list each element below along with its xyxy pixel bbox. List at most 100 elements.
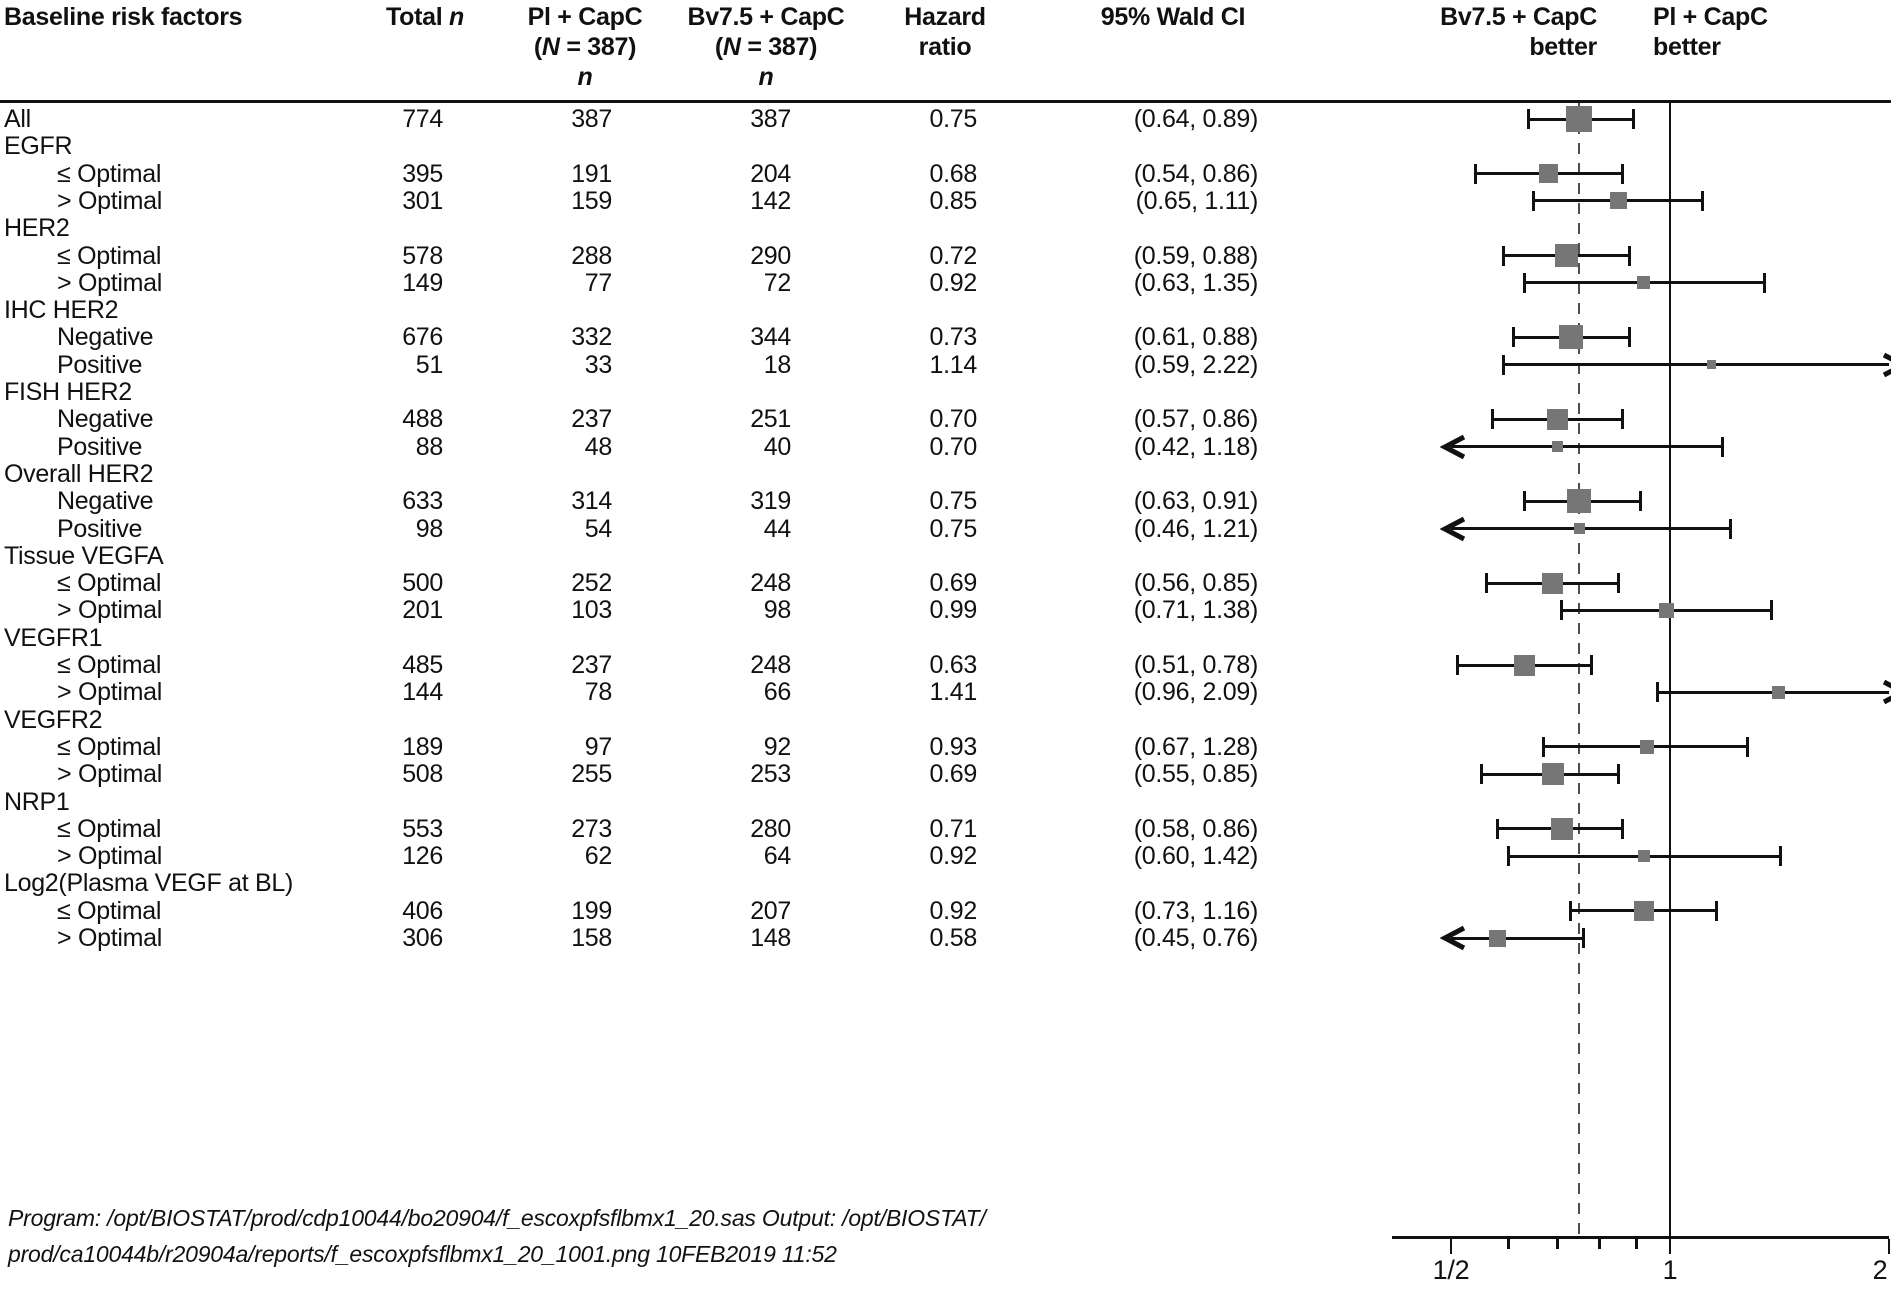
cell-bv-n: 98: [763, 596, 792, 625]
cell-pl-n: 78: [584, 678, 613, 707]
paren: (: [714, 33, 723, 61]
hazard-ratio-marker: [1538, 164, 1558, 184]
column-header-bv-capc: Bv7.5 + CapC: [687, 3, 845, 31]
column-header-pl-capc-n387: (N = 387): [485, 32, 685, 62]
plot-header-pl-better-line1: Pl + CapC: [1653, 3, 1768, 31]
cell-pl-n: 62: [584, 842, 613, 871]
errorbar-cap-left: [1527, 109, 1531, 129]
hazard-ratio-marker: [1550, 817, 1573, 840]
errorbar-cap-left: [1569, 900, 1573, 921]
axis-minor-tick: [1507, 1239, 1510, 1249]
cell-bv-n: 248: [750, 569, 791, 598]
row-label: ≤ Optimal: [57, 896, 162, 925]
cell-pl-n: 288: [571, 241, 612, 270]
cell-total-n: 189: [402, 732, 443, 761]
errorbar-cap-right: [1746, 736, 1750, 757]
cell-hazard-ratio: 1.41: [929, 678, 978, 707]
cell-total-n: 774: [402, 105, 443, 133]
hazard-ratio-marker: [1542, 572, 1564, 594]
errorbar-cap-left: [1541, 736, 1545, 757]
errorbar-cap-right: [1581, 928, 1585, 948]
axis-major-tick: [1449, 1239, 1453, 1254]
column-subheader-bv-n: n: [758, 63, 774, 91]
errorbar-cap-left: [1455, 655, 1459, 675]
plot-header-pl-better-line2: better: [1653, 33, 1721, 61]
errorbar-cap-right: [1620, 163, 1624, 184]
cell-hazard-ratio: 0.68: [929, 159, 978, 188]
cell-pl-n: 332: [571, 323, 612, 352]
row-group-label: HER2: [4, 214, 70, 243]
row-group-label: Tissue VEGFA: [4, 541, 164, 570]
row-label: ≤ Optimal: [57, 241, 162, 270]
hazard-ratio-marker: [1640, 739, 1655, 754]
cell-pl-n: 77: [584, 268, 613, 297]
axis-tick-label: 1/2: [1432, 1255, 1470, 1285]
hazard-ratio-marker: [1489, 929, 1507, 947]
cell-hazard-ratio: 0.70: [929, 405, 978, 434]
row-label: Positive: [57, 432, 143, 461]
row-label: ≤ Optimal: [57, 814, 162, 843]
cell-wald-ci: (0.56, 0.85): [1133, 569, 1259, 598]
cell-bv-n: 248: [750, 651, 791, 679]
reference-line-dashed: [1577, 103, 1581, 1237]
cell-hazard-ratio: 0.75: [929, 487, 978, 516]
hazard-ratio-marker: [1633, 900, 1654, 921]
cell-hazard-ratio: 0.85: [929, 186, 978, 215]
cell-wald-ci: (0.63, 1.35): [1133, 268, 1259, 297]
header-rule: [0, 100, 1891, 103]
cell-wald-ci: (0.45, 0.76): [1133, 924, 1259, 952]
errorbar-cap-left: [1490, 409, 1494, 430]
cell-hazard-ratio: 0.75: [929, 105, 978, 133]
cell-bv-n: 40: [763, 432, 792, 461]
hazard-ratio-marker: [1610, 192, 1628, 210]
row-label: ≤ Optimal: [57, 569, 162, 598]
axis-minor-tick: [1635, 1239, 1638, 1249]
row-label: > Optimal: [57, 678, 162, 707]
cell-hazard-ratio: 0.75: [929, 514, 978, 543]
errorbar-cap-left: [1496, 818, 1500, 839]
cell-hazard-ratio: 0.69: [929, 760, 978, 789]
hazard-ratio-marker: [1573, 523, 1585, 534]
errorbar-cap-right: [1620, 409, 1624, 430]
row-label: All: [4, 105, 31, 133]
axis-tick-label: 1: [1662, 1255, 1678, 1285]
row-label: ≤ Optimal: [57, 732, 162, 761]
hazard-ratio-marker: [1554, 244, 1578, 267]
cell-wald-ci: (0.55, 0.85): [1133, 760, 1259, 789]
n-italic: N: [541, 33, 560, 61]
cell-pl-n: 103: [571, 596, 612, 625]
errorbar-cap-left: [1473, 163, 1477, 184]
cell-wald-ci: (0.54, 0.86): [1133, 159, 1259, 188]
hazard-ratio-marker: [1637, 850, 1650, 863]
cell-total-n: 676: [402, 323, 443, 352]
errorbar-cap-left: [1485, 573, 1489, 594]
cell-total-n: 395: [402, 159, 443, 188]
cell-pl-n: 159: [571, 186, 612, 215]
cell-wald-ci: (0.60, 1.42): [1133, 842, 1259, 871]
cell-bv-n: 148: [750, 924, 791, 952]
cell-wald-ci: (0.71, 1.38): [1133, 596, 1259, 625]
cell-total-n: 578: [402, 241, 443, 270]
cell-wald-ci: (0.42, 1.18): [1133, 432, 1259, 461]
hazard-ratio-marker: [1558, 325, 1583, 350]
hazard-ratio-marker: [1659, 602, 1675, 618]
cell-bv-n: 66: [763, 678, 792, 707]
cell-wald-ci: (0.73, 1.16): [1133, 896, 1259, 925]
cell-total-n: 508: [402, 760, 443, 789]
axis-minor-tick: [1598, 1239, 1601, 1249]
cell-total-n: 485: [402, 651, 443, 679]
errorbar-line: [1451, 445, 1723, 449]
cell-bv-n: 207: [750, 896, 791, 925]
cell-bv-n: 18: [763, 350, 792, 379]
column-header-hazard: Hazard: [904, 3, 986, 31]
row-group-label: NRP1: [4, 787, 70, 816]
cell-total-n: 126: [402, 842, 443, 871]
cell-wald-ci: (0.65, 1.11): [1135, 186, 1259, 215]
row-label: ≤ Optimal: [57, 651, 162, 679]
column-header-wald-ci: 95% Wald CI: [1100, 3, 1246, 31]
row-label: > Optimal: [57, 186, 162, 215]
cell-hazard-ratio: 0.70: [929, 432, 978, 461]
cell-total-n: 98: [415, 514, 444, 543]
hazard-ratio-marker: [1637, 276, 1651, 290]
cell-total-n: 51: [415, 350, 444, 379]
